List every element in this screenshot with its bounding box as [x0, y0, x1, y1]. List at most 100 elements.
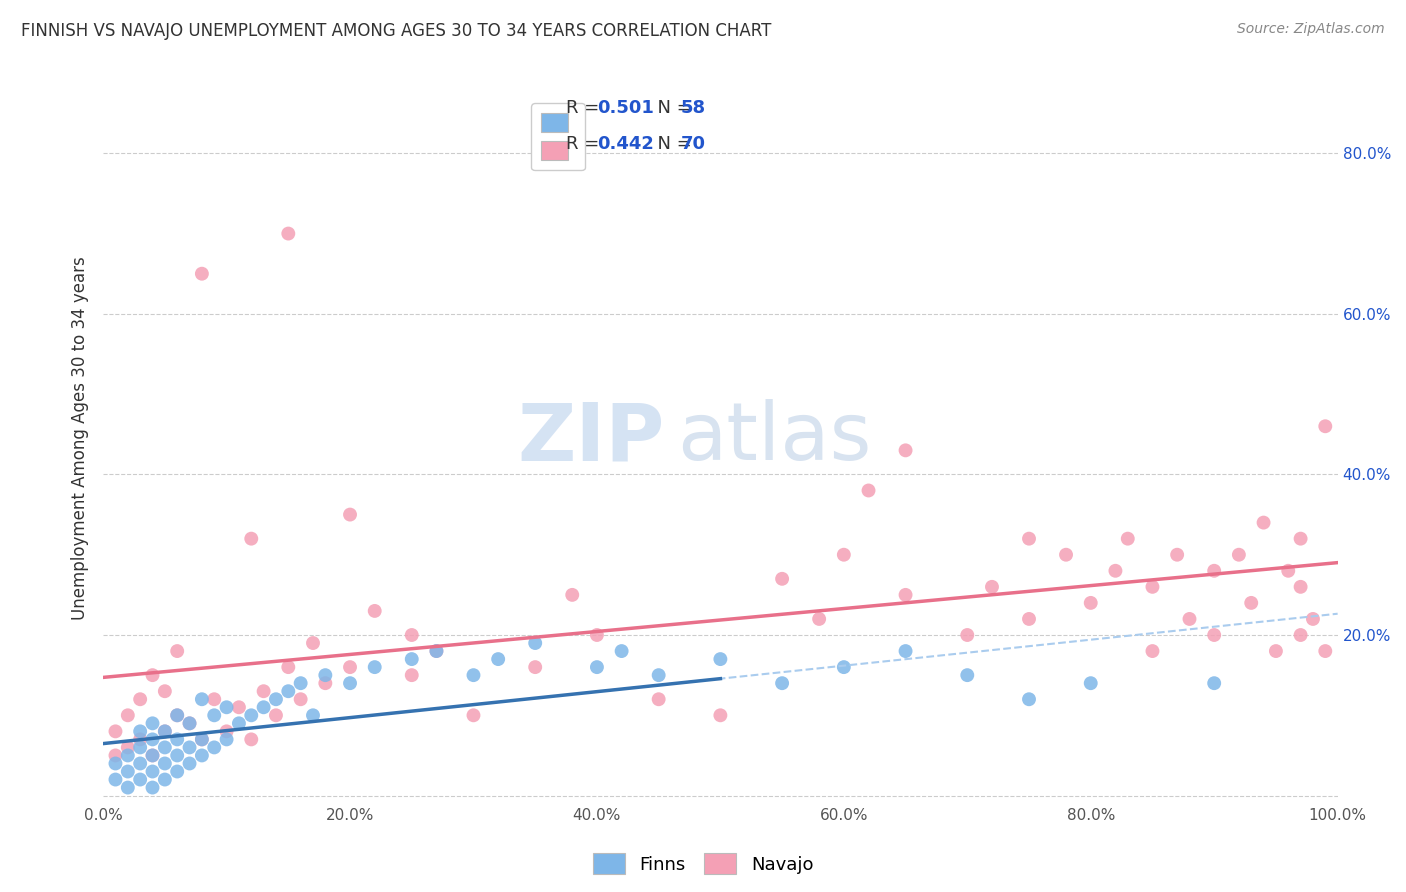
Point [104, 724, 127, 739]
Point [166, 644, 188, 658]
Point [191, 267, 214, 281]
Point [339, 676, 361, 690]
Y-axis label: Unemployment Among Ages 30 to 34 years: Unemployment Among Ages 30 to 34 years [72, 256, 89, 620]
Point [1315, 644, 1337, 658]
Point [166, 748, 188, 763]
Point [202, 708, 225, 723]
Point [117, 748, 139, 763]
Point [1018, 692, 1040, 706]
Point [117, 780, 139, 795]
Point [894, 644, 917, 658]
Point [179, 756, 201, 771]
Point [290, 692, 312, 706]
Point [264, 692, 287, 706]
Point [104, 772, 127, 787]
Point [215, 732, 238, 747]
Point [1277, 564, 1299, 578]
Point [401, 628, 423, 642]
Point [252, 684, 274, 698]
Point [364, 660, 387, 674]
Text: 58: 58 [681, 98, 706, 117]
Point [141, 668, 163, 682]
Point [364, 604, 387, 618]
Text: N =: N = [647, 135, 697, 153]
Point [153, 724, 176, 739]
Point [179, 716, 201, 731]
Point [709, 708, 731, 723]
Point [709, 652, 731, 666]
Point [166, 764, 188, 779]
Point [215, 724, 238, 739]
Point [314, 668, 336, 682]
Point [1240, 596, 1263, 610]
Point [1166, 548, 1188, 562]
Text: Source: ZipAtlas.com: Source: ZipAtlas.com [1237, 22, 1385, 37]
Point [610, 644, 633, 658]
Point [277, 660, 299, 674]
Point [1289, 580, 1312, 594]
Point [129, 740, 152, 755]
Point [1204, 564, 1226, 578]
Point [1116, 532, 1139, 546]
Point [179, 740, 201, 755]
Point [191, 732, 214, 747]
Point [290, 676, 312, 690]
Point [770, 572, 793, 586]
Point [1142, 644, 1164, 658]
Point [339, 660, 361, 674]
Point [117, 740, 139, 755]
Point [647, 668, 669, 682]
Point [1264, 644, 1286, 658]
Point [191, 748, 214, 763]
Text: ZIP: ZIP [517, 400, 665, 477]
Point [264, 708, 287, 723]
Point [401, 652, 423, 666]
Point [104, 756, 127, 771]
Point [240, 532, 263, 546]
Point [153, 724, 176, 739]
Point [894, 588, 917, 602]
Point [141, 716, 163, 731]
Point [141, 748, 163, 763]
Point [277, 684, 299, 698]
Point [202, 740, 225, 755]
Point [129, 732, 152, 747]
Text: FINNISH VS NAVAJO UNEMPLOYMENT AMONG AGES 30 TO 34 YEARS CORRELATION CHART: FINNISH VS NAVAJO UNEMPLOYMENT AMONG AGE… [21, 22, 772, 40]
Point [1302, 612, 1324, 626]
Point [1080, 596, 1102, 610]
Text: atlas: atlas [678, 400, 872, 477]
Point [117, 764, 139, 779]
Point [524, 660, 547, 674]
Point [981, 580, 1004, 594]
Point [129, 772, 152, 787]
Text: 0.501: 0.501 [598, 98, 654, 117]
Point [141, 732, 163, 747]
Point [228, 716, 250, 731]
Point [302, 708, 325, 723]
Point [117, 708, 139, 723]
Point [240, 708, 263, 723]
Point [129, 756, 152, 771]
Point [1289, 532, 1312, 546]
Point [277, 227, 299, 241]
Point [215, 700, 238, 714]
Point [425, 644, 447, 658]
Point [956, 668, 979, 682]
Text: R =: R = [567, 98, 605, 117]
Point [808, 612, 831, 626]
Point [1178, 612, 1201, 626]
Point [153, 740, 176, 755]
Point [1204, 628, 1226, 642]
Point [179, 716, 201, 731]
Point [339, 508, 361, 522]
Point [302, 636, 325, 650]
Point [858, 483, 880, 498]
Point [894, 443, 917, 458]
Point [486, 652, 509, 666]
Point [586, 628, 609, 642]
Point [314, 676, 336, 690]
Point [463, 708, 485, 723]
Point [1104, 564, 1126, 578]
Point [153, 772, 176, 787]
Point [1080, 676, 1102, 690]
